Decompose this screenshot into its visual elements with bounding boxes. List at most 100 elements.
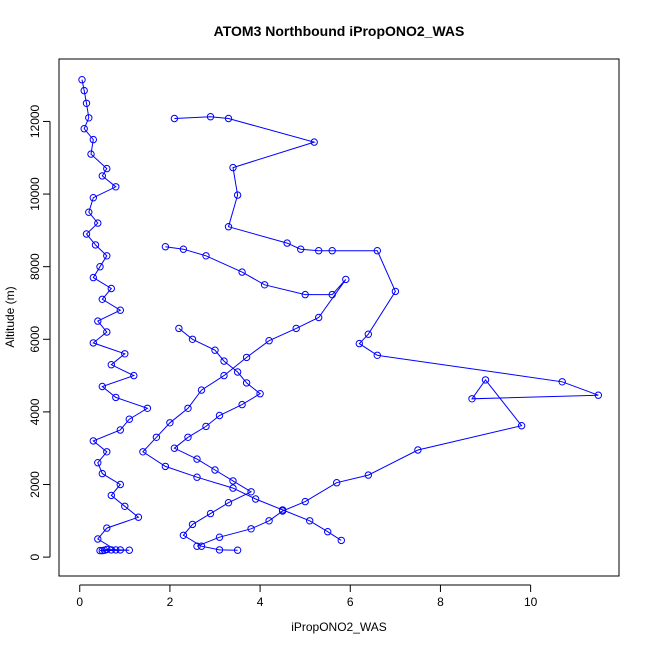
data-point: [94, 535, 102, 543]
data-point: [161, 243, 170, 251]
data-point: [188, 335, 197, 343]
data-point: [170, 444, 179, 452]
data-point: [211, 346, 219, 354]
data-point: [247, 488, 255, 496]
data-point: [103, 252, 111, 260]
data-point: [278, 506, 287, 514]
data-point: [315, 247, 323, 255]
data-point: [292, 324, 300, 333]
data-point: [242, 353, 251, 362]
data-point: [333, 479, 341, 487]
data-point: [103, 448, 111, 456]
data-point: [96, 546, 104, 555]
data-point: [107, 491, 116, 500]
x-tick-label: 0: [76, 595, 83, 609]
data-point: [251, 495, 260, 503]
data-point: [89, 339, 98, 347]
data-point: [197, 542, 206, 550]
data-point: [220, 357, 228, 365]
data-point: [193, 473, 201, 481]
data-point: [481, 376, 490, 384]
data-point: [184, 433, 192, 441]
data-point: [125, 546, 134, 554]
data-point: [80, 86, 88, 95]
data-point: [107, 284, 116, 293]
x-tick-label: 8: [437, 595, 444, 609]
data-point: [139, 448, 147, 456]
data-point: [229, 477, 237, 485]
data-point: [96, 263, 104, 271]
data-point: [233, 191, 242, 199]
data-point: [85, 208, 93, 216]
data-point: [265, 337, 273, 345]
data-point: [414, 446, 422, 454]
data-point: [103, 524, 111, 532]
data-point: [85, 114, 93, 122]
data-point: [197, 386, 206, 394]
x-tick-label: 6: [347, 595, 354, 609]
data-point: [78, 76, 86, 84]
data-point: [215, 546, 224, 554]
data-point: [265, 517, 273, 525]
data-point: [130, 371, 138, 380]
y-tick-label: 8000: [28, 253, 42, 280]
data-point: [206, 113, 215, 121]
data-point: [98, 382, 107, 391]
series-layer: [78, 76, 602, 555]
data-point: [315, 313, 323, 322]
y-axis: 0 2000 4000 6000 8000 10000 12000: [28, 104, 51, 560]
data-point: [373, 351, 381, 359]
data-point: [89, 135, 98, 144]
data-point: [116, 306, 125, 314]
data-point: [215, 533, 224, 541]
data-point: [89, 437, 98, 445]
y-tick-label: 12000: [28, 104, 42, 138]
data-point: [170, 114, 179, 123]
data-point: [175, 324, 183, 333]
data-point: [233, 546, 242, 554]
data-point: [211, 466, 219, 474]
data-point: [82, 99, 91, 108]
data-point: [310, 138, 318, 146]
data-point: [179, 245, 188, 253]
data-point: [94, 219, 102, 227]
data-point: [328, 290, 336, 299]
data-point: [184, 404, 192, 412]
data-point: [80, 125, 88, 133]
data-point: [121, 502, 129, 510]
data-point: [152, 433, 161, 441]
data-point: [94, 459, 102, 467]
data-point: [297, 245, 305, 253]
data-point: [391, 287, 400, 296]
data-point: [342, 275, 350, 284]
data-point: [283, 239, 291, 247]
data-point: [215, 411, 224, 420]
y-tick-label: 6000: [28, 326, 42, 353]
x-tick-label: 2: [167, 595, 174, 609]
y-axis-label: Altitude (m): [3, 286, 17, 347]
data-point: [558, 378, 566, 386]
data-point: [324, 528, 332, 536]
data-point: [306, 517, 314, 525]
x-axis-label: iPropONO2_WAS: [291, 620, 387, 634]
data-point: [98, 295, 107, 303]
data-point: [98, 172, 107, 180]
data-point: [103, 328, 111, 336]
data-point: [125, 415, 134, 423]
data-point: [229, 163, 237, 172]
data-point: [206, 509, 215, 518]
data-point: [91, 241, 100, 249]
series-line: [174, 116, 599, 547]
data-point: [364, 471, 372, 479]
data-point: [468, 395, 476, 403]
y-tick-label: 0: [28, 553, 42, 560]
data-point: [143, 404, 152, 412]
data-point: [301, 497, 309, 506]
data-point: [260, 281, 269, 289]
data-point: [224, 114, 233, 123]
data-point: [373, 247, 381, 255]
y-tick-label: 10000: [28, 177, 42, 211]
series-line: [173, 328, 261, 551]
chart-title: ATOM3 Northbound iPropONO2_WAS: [214, 23, 465, 39]
